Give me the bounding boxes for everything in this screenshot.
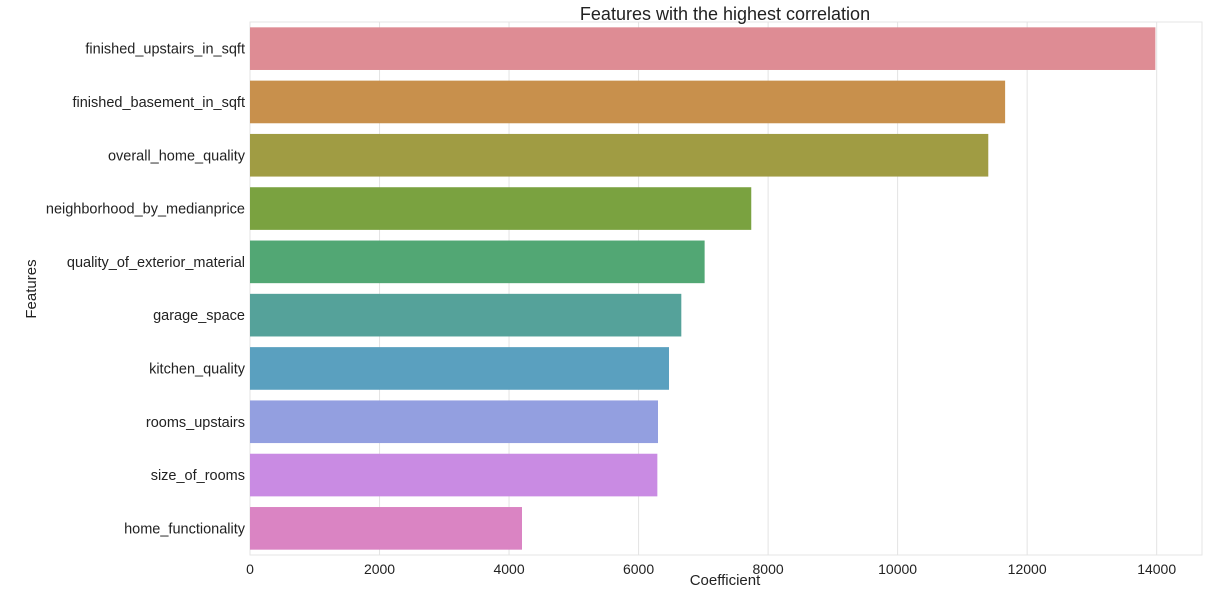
bar-quality-of-exterior-material: [250, 240, 705, 284]
bar-finished-upstairs-in-sqft: [250, 27, 1156, 70]
y-axis-label: Features: [23, 259, 40, 318]
y-category-label: kitchen_quality: [149, 361, 246, 377]
y-category-label: finished_upstairs_in_sqft: [85, 42, 245, 58]
y-category-label: neighborhood_by_medianprice: [46, 202, 245, 218]
x-tick-label: 2000: [364, 561, 395, 577]
bar-kitchen-quality: [250, 347, 670, 390]
chart-title: Features with the highest correlation: [580, 4, 870, 24]
bar-home-functionality: [250, 507, 522, 550]
bar-overall-home-quality: [250, 133, 989, 177]
x-tick-label: 10000: [878, 561, 917, 577]
bar-garage-space: [250, 293, 682, 337]
y-category-label: rooms_upstairs: [146, 415, 245, 431]
bars: [250, 27, 1156, 550]
x-axis-label: Coefficient: [690, 572, 761, 589]
y-category-label: home_functionality: [124, 521, 246, 537]
y-category-label: finished_basement_in_sqft: [72, 95, 245, 111]
x-tick-label: 14000: [1137, 561, 1176, 577]
y-category-label: size_of_rooms: [151, 468, 245, 484]
bar-finished-basement-in-sqft: [250, 80, 1006, 124]
x-tick-labels: 0 2000 4000 6000 8000 10000 12000 14000: [246, 561, 1176, 577]
bar-neighborhood-by-medianprice: [250, 187, 752, 230]
x-tick-label: 4000: [493, 561, 524, 577]
y-category-label: quality_of_exterior_material: [67, 255, 245, 271]
x-tick-label: 6000: [623, 561, 654, 577]
x-tick-label: 8000: [753, 561, 784, 577]
bar-rooms-upstairs: [250, 400, 658, 444]
x-tick-label: 12000: [1008, 561, 1047, 577]
y-category-label: overall_home_quality: [108, 148, 246, 164]
x-tick-label: 0: [246, 561, 254, 577]
y-category-label: garage_space: [153, 308, 245, 324]
y-category-labels: finished_upstairs_in_sqft finished_baseme…: [46, 42, 246, 538]
bar-size-of-rooms: [250, 453, 658, 497]
